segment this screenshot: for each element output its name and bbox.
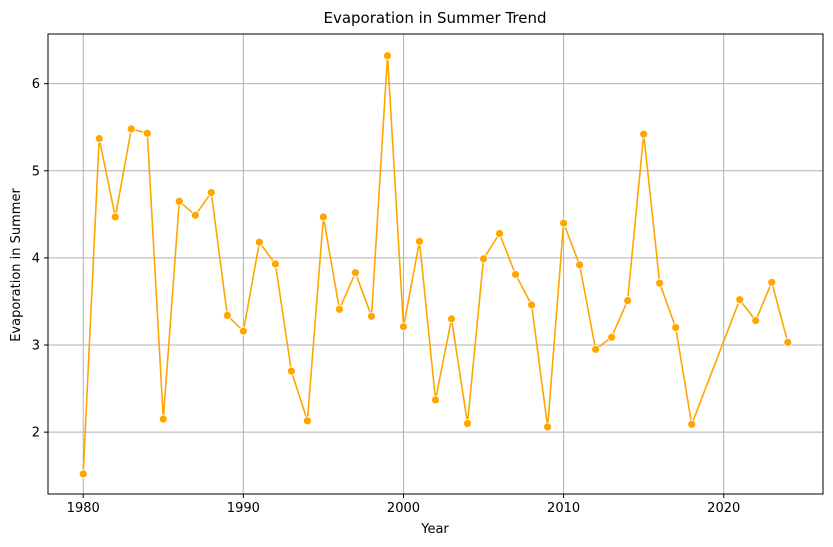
data-point xyxy=(623,296,633,305)
data-point xyxy=(431,395,440,405)
y-tick-label: 5 xyxy=(32,164,40,179)
data-point xyxy=(126,124,136,134)
y-axis: 2 3 4 5 6 xyxy=(32,77,48,441)
y-tick-label: 3 xyxy=(32,339,40,354)
data-point xyxy=(751,316,761,326)
data-point xyxy=(174,196,184,206)
x-axis: 1980 1990 2000 2010 2020 xyxy=(67,494,740,516)
data-point xyxy=(78,469,88,479)
data-point xyxy=(559,218,568,228)
plot-frame xyxy=(47,33,824,495)
data-point xyxy=(367,311,376,321)
data-point xyxy=(158,414,168,424)
data-point xyxy=(447,314,456,324)
y-tick-label: 2 xyxy=(32,426,40,441)
data-point xyxy=(655,278,665,288)
x-tick-label: 2000 xyxy=(387,501,420,516)
data-point xyxy=(767,277,777,287)
data-point xyxy=(94,134,104,143)
data-point xyxy=(591,344,601,354)
series-line xyxy=(82,54,789,475)
data-point xyxy=(415,236,424,246)
y-tick-label: 6 xyxy=(32,77,40,92)
data-point xyxy=(222,311,232,320)
data-point xyxy=(303,416,312,426)
data-point xyxy=(639,129,649,139)
x-tick-label: 1980 xyxy=(67,501,100,516)
data-point xyxy=(543,422,552,432)
data-point xyxy=(735,295,745,305)
x-tick-label: 2020 xyxy=(707,501,740,516)
data-point xyxy=(142,128,152,138)
x-axis-label: Year xyxy=(420,522,449,537)
data-point xyxy=(463,419,472,428)
data-point xyxy=(607,332,617,342)
data-point xyxy=(383,51,392,61)
data-point xyxy=(399,322,408,332)
data-point xyxy=(351,268,360,278)
chart-title: Evaporation in Summer Trend xyxy=(323,9,546,27)
x-tick-label: 2010 xyxy=(547,501,580,516)
data-point xyxy=(687,419,697,429)
x-tick-label: 1990 xyxy=(227,501,260,516)
y-axis-label: Evaporation in Summer xyxy=(9,188,24,342)
data-point xyxy=(110,212,120,222)
data-point xyxy=(783,338,793,347)
data-point xyxy=(575,260,585,270)
data-point xyxy=(527,300,536,310)
y-tick-label: 4 xyxy=(32,251,40,266)
data-point xyxy=(335,304,344,314)
data-point xyxy=(286,366,296,376)
data-point xyxy=(511,270,520,279)
data-point xyxy=(495,229,504,238)
data-point xyxy=(206,188,216,197)
plot-area xyxy=(78,51,793,479)
grid-lines xyxy=(48,34,823,494)
data-point xyxy=(238,326,248,336)
data-point xyxy=(270,259,280,269)
data-point xyxy=(319,212,328,222)
data-point xyxy=(671,323,681,332)
data-point xyxy=(479,254,488,264)
data-point xyxy=(190,210,200,220)
data-point xyxy=(254,237,264,247)
